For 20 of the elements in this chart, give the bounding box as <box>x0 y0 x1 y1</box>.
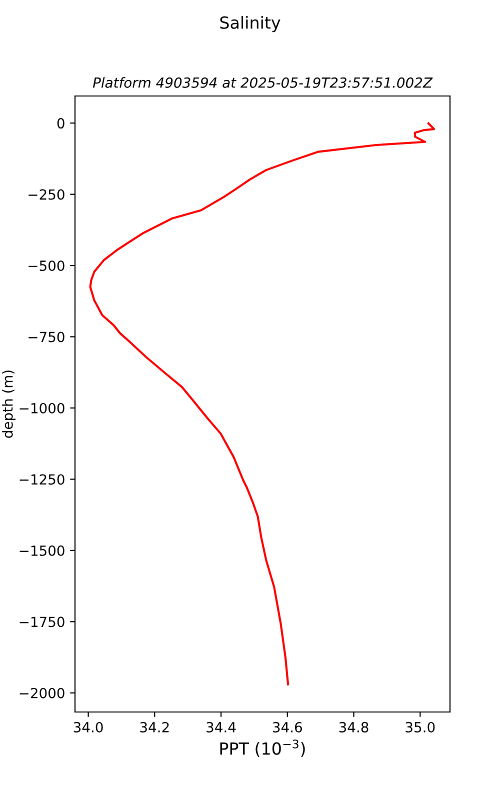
y-tick-label: −750 <box>28 332 64 342</box>
x-tick-label: 35.0 <box>406 722 435 732</box>
x-tick-label: 34.8 <box>339 722 368 732</box>
y-tick-label: −1000 <box>20 402 64 414</box>
y-tick-label: 0 <box>57 118 64 129</box>
x-tick-label: 34.4 <box>206 722 236 732</box>
x-tick-label: 34.2 <box>140 722 169 732</box>
y-tick-label: −500 <box>28 260 64 271</box>
x-tick-label: 34.6 <box>272 722 302 732</box>
y-axis-title: depth (m) <box>2 370 16 438</box>
y-tick-label: −250 <box>28 189 64 200</box>
chart-title: Salinity <box>220 16 280 32</box>
y-tick-label: −1750 <box>20 616 64 628</box>
line-series <box>89 122 436 686</box>
x-axis-title: PPT (10$^{−3}$) <box>220 740 305 757</box>
chart-subtitle: Platform 4903594 at 2025-05-19T23:57:51.002Z <box>92 77 433 88</box>
y-tick-label: −1500 <box>20 545 64 556</box>
y-tick-label: −1250 <box>20 474 64 485</box>
x-tick-label: 34.0 <box>74 722 103 732</box>
y-tick-label: −2000 <box>20 688 64 698</box>
